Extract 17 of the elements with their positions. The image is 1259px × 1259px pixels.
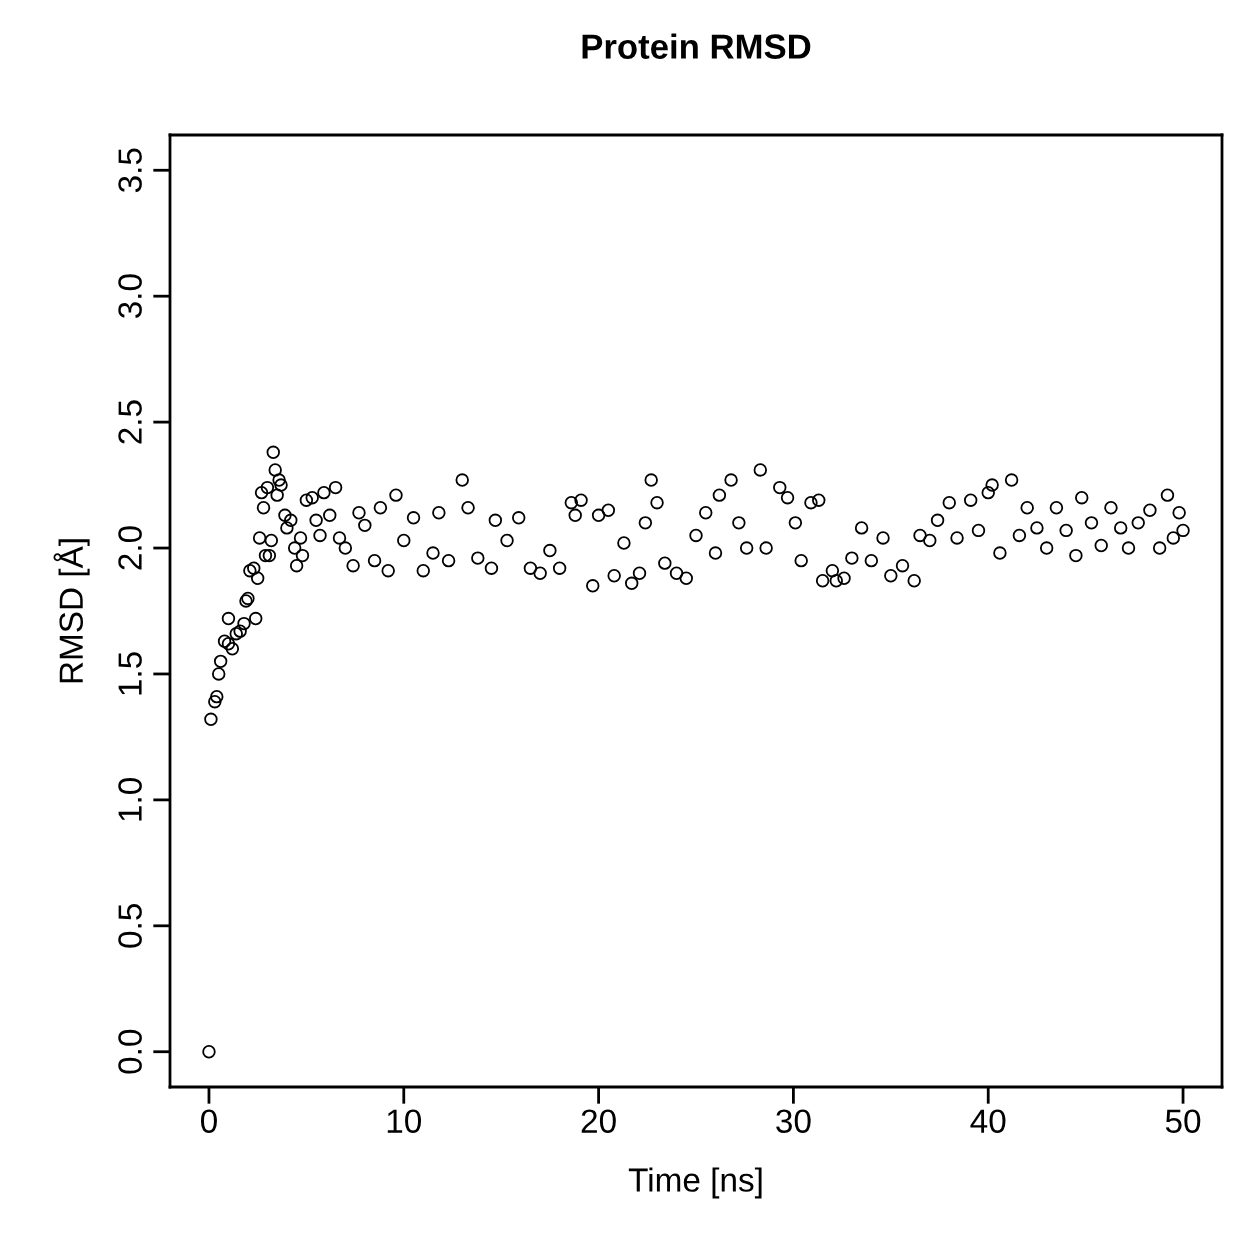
y-tick-label: 3.5 (118, 148, 142, 193)
y-tick-label: 3.0 (118, 274, 142, 319)
x-axis-title: Time [ns] (628, 1167, 762, 1199)
x-tick-label: 40 (970, 1109, 1006, 1134)
x-tick-label: 30 (776, 1109, 811, 1134)
x-tick-label: 20 (581, 1109, 616, 1134)
x-tick-label: 50 (1165, 1109, 1201, 1134)
y-axis-title: RMSD [Å] (53, 539, 90, 683)
y-tick-label: 1.5 (118, 652, 142, 695)
x-tick-label: 0 (201, 1109, 217, 1134)
y-tick-label: 2.5 (118, 400, 142, 444)
x-tick-label: 10 (387, 1109, 422, 1134)
y-tick-label: 0.0 (118, 1029, 142, 1074)
y-tick-label: 2.0 (118, 526, 142, 570)
y-tick-label: 1.0 (118, 778, 142, 821)
chart-title: Protein RMSD (582, 33, 811, 59)
y-tick-label: 0.5 (118, 904, 142, 948)
